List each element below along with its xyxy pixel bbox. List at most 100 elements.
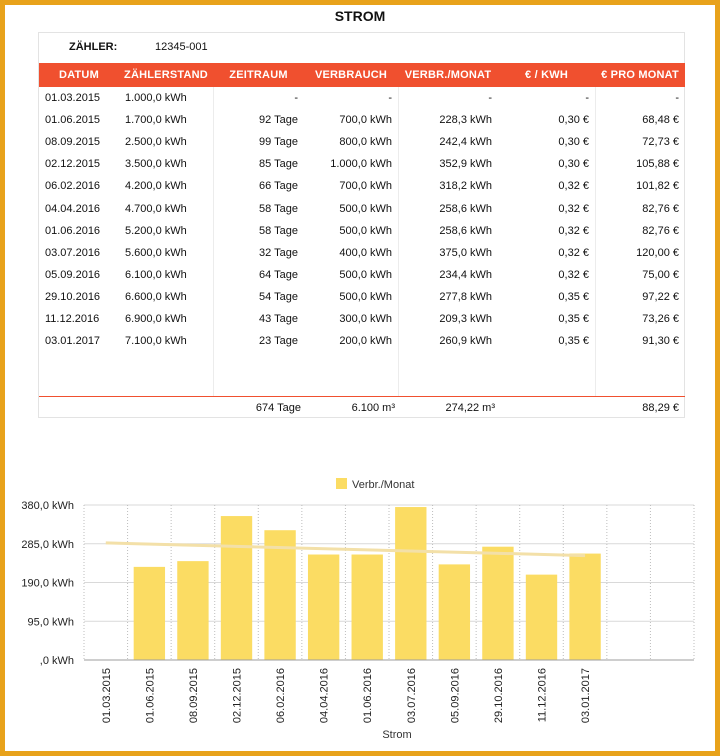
y-tick-label: 285,0 kWh	[21, 539, 74, 551]
totals-row: 674 Tage 6.100 m³ 274,22 m³ 88,29 €	[39, 397, 685, 419]
legend-swatch	[336, 478, 347, 489]
legend-label: Verbr./Monat	[352, 479, 414, 491]
cell-verbr-monat: 260,9 kWh	[439, 335, 492, 348]
bar-29.10.2016	[482, 546, 514, 660]
page-title: STROM	[334, 8, 386, 24]
cell-datum: 01.06.2016	[45, 224, 101, 237]
x-tick-label: 01.06.2016	[362, 668, 374, 723]
table-row: 01.06.2015 1.700,0 kWh 92 Tage 700,0 kWh 228…	[39, 109, 685, 131]
cell-eur-kwh: 0,32 €	[558, 224, 589, 237]
cell-verbrauch: 700,0 kWh	[339, 180, 392, 193]
cell-verbr-monat: 318,2 kWh	[439, 180, 492, 193]
cell-verbrauch: 500,0 kWh	[339, 202, 392, 215]
cell-verbrauch: 1.000,0 kWh	[330, 158, 392, 171]
bar-02.12.2015	[220, 516, 253, 660]
x-tick-label: 02.12.2015	[232, 668, 244, 723]
cell-zeitraum: 92 Tage	[259, 114, 298, 127]
cell-verbr-monat: 277,8 kWh	[439, 290, 492, 303]
cell-datum: 06.02.2016	[45, 180, 101, 193]
bar-08.09.2015	[177, 561, 209, 660]
cell-datum: 01.03.2015	[45, 92, 101, 105]
cell-zeitraum: 99 Tage	[259, 136, 298, 149]
cell-zaehlerstand: 6.100,0 kWh	[125, 268, 187, 281]
cell-datum: 03.01.2017	[45, 335, 101, 348]
table-row: 29.10.2016 6.600,0 kWh 54 Tage 500,0 kWh 277…	[39, 286, 685, 308]
table-row: 04.04.2016 4.700,0 kWh 58 Tage 500,0 kWh 258…	[39, 197, 685, 219]
cell-verbr-monat: 242,4 kWh	[439, 136, 492, 149]
bar-01.06.2015	[133, 566, 166, 660]
cell-eur-kwh: 0,30 €	[558, 114, 589, 127]
cell-zeitraum: 85 Tage	[259, 158, 298, 171]
cell-eur-kwh: 0,32 €	[558, 246, 589, 259]
cell-eur-kwh: 0,32 €	[558, 268, 589, 281]
cell-eur-pro-monat: 91,30 €	[642, 335, 679, 348]
cell-eur-kwh: 0,35 €	[558, 335, 589, 348]
bar-06.02.2016	[264, 530, 296, 660]
col-header-zeitraum: ZEITRAUM	[213, 63, 304, 87]
cell-datum: 03.07.2016	[45, 246, 101, 259]
table-row: 11.12.2016 6.900,0 kWh 43 Tage 300,0 kWh 209…	[39, 308, 685, 330]
col-header-datum: DATUM	[39, 63, 119, 87]
cell-zaehlerstand: 1.700,0 kWh	[125, 114, 187, 127]
col-header-verbrauch: VERBRAUCH	[304, 63, 398, 87]
cell-zaehlerstand: 3.500,0 kWh	[125, 158, 187, 171]
cell-zeitraum: 54 Tage	[259, 290, 298, 303]
table-header-row: DATUM ZÄHLERSTAND ZEITRAUM VERBRAUCH VER…	[39, 63, 685, 87]
x-tick-label: 03.07.2016	[406, 668, 418, 723]
bar-03.01.2017	[569, 553, 601, 660]
cell-zeitraum: 43 Tage	[259, 312, 298, 325]
table-row: 01.03.2015 1.000,0 kWh - - - - -	[39, 87, 685, 109]
col-header-zaehlerstand: ZÄHLERSTAND	[119, 63, 213, 87]
y-tick-label: 380,0 kWh	[21, 500, 74, 512]
cell-eur-pro-monat: 105,88 €	[636, 158, 679, 171]
meter-value: 12345-001	[155, 41, 208, 53]
col-header-eur-kwh: € / KWH	[498, 63, 595, 87]
cell-verbr-monat: 234,4 kWh	[439, 268, 492, 281]
cell-zaehlerstand: 1.000,0 kWh	[125, 92, 187, 105]
table-row: 02.12.2015 3.500,0 kWh 85 Tage 1.000,0 kWh 3…	[39, 153, 685, 175]
cell-datum: 08.09.2015	[45, 136, 101, 149]
table-row: 06.02.2016 4.200,0 kWh 66 Tage 700,0 kWh 318…	[39, 175, 685, 197]
bar-03.07.2016	[395, 507, 427, 660]
table-row: 05.09.2016 6.100,0 kWh 64 Tage 500,0 kWh 234…	[39, 264, 685, 286]
cell-verbrauch: 500,0 kWh	[339, 224, 392, 237]
cell-eur-pro-monat: 101,82 €	[636, 180, 679, 193]
cell-verbr-monat: 209,3 kWh	[439, 312, 492, 325]
cell-verbr-monat: -	[488, 92, 492, 105]
x-tick-label: 04.04.2016	[319, 668, 331, 723]
x-axis-title: Strom	[382, 729, 411, 741]
cell-eur-pro-monat: 72,73 €	[642, 136, 679, 149]
cell-eur-kwh: 0,30 €	[558, 158, 589, 171]
cell-zaehlerstand: 7.100,0 kWh	[125, 335, 187, 348]
column-divider	[595, 87, 596, 397]
cell-zeitraum: 66 Tage	[259, 180, 298, 193]
cell-zeitraum: 58 Tage	[259, 224, 298, 237]
x-tick-label: 01.06.2015	[144, 668, 156, 723]
cell-zaehlerstand: 6.600,0 kWh	[125, 290, 187, 303]
cell-eur-pro-monat: 97,22 €	[642, 290, 679, 303]
column-divider	[398, 87, 399, 397]
cell-zeitraum: 58 Tage	[259, 202, 298, 215]
y-tick-label: 95,0 kWh	[28, 616, 74, 628]
cell-eur-pro-monat: 82,76 €	[642, 202, 679, 215]
cell-verbrauch: -	[388, 92, 392, 105]
table-row: 03.01.2017 7.100,0 kWh 23 Tage 200,0 kWh 260…	[39, 330, 685, 352]
cell-zeitraum: 32 Tage	[259, 246, 298, 259]
cell-verbr-monat: 258,6 kWh	[439, 202, 492, 215]
x-tick-label: 06.02.2016	[275, 668, 287, 723]
table-row: 08.09.2015 2.500,0 kWh 99 Tage 800,0 kWh 242…	[39, 131, 685, 153]
y-tick-label: 190,0 kWh	[21, 578, 74, 590]
x-tick-label: 03.01.2017	[580, 668, 592, 723]
cell-zeitraum: 64 Tage	[259, 268, 298, 281]
cell-datum: 01.06.2015	[45, 114, 101, 127]
cell-datum: 29.10.2016	[45, 290, 101, 303]
cell-datum: 05.09.2016	[45, 268, 101, 281]
cell-eur-kwh: 0,35 €	[558, 312, 589, 325]
cell-zaehlerstand: 5.600,0 kWh	[125, 246, 187, 259]
cell-zaehlerstand: 4.200,0 kWh	[125, 180, 187, 193]
bar-01.06.2016	[351, 554, 383, 660]
cell-verbrauch: 200,0 kWh	[339, 335, 392, 348]
cell-datum: 04.04.2016	[45, 202, 101, 215]
x-tick-label: 11.12.2016	[537, 668, 549, 722]
